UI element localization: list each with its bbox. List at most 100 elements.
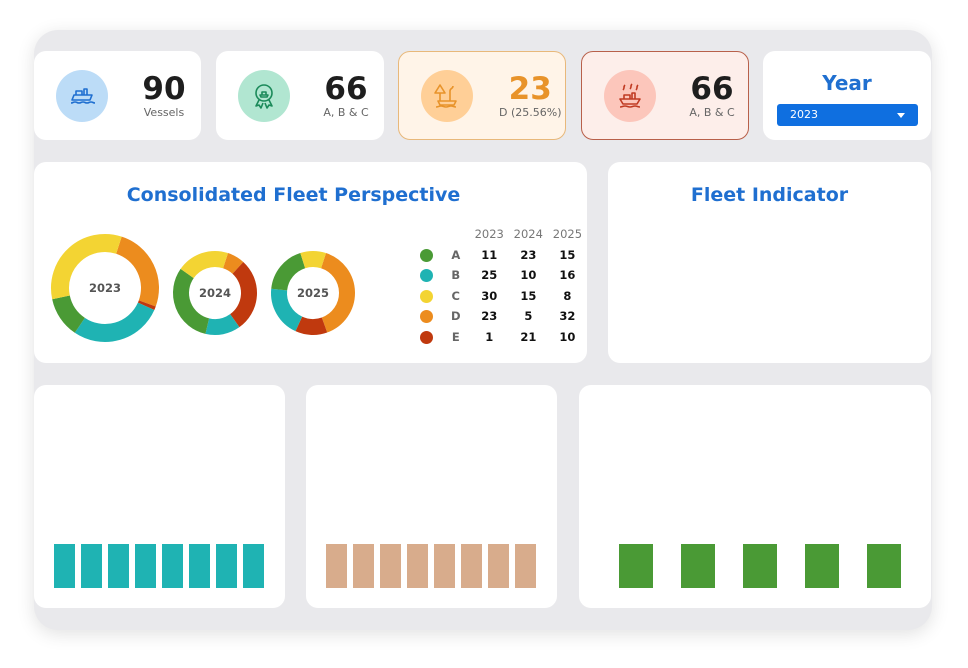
legend-dot-D: [420, 310, 434, 324]
donut-2025-segment-B[interactable]: [271, 288, 303, 332]
cell-value: 23: [481, 309, 498, 324]
fleet-indicator-card: Fleet Indicator: [608, 162, 931, 363]
cell-value: 10: [559, 329, 576, 344]
cell-value: 32: [559, 309, 576, 324]
cell-value: 16: [559, 268, 576, 283]
bar-2[interactable]: [353, 544, 374, 588]
award-ship-icon: [255, 83, 273, 109]
legend-dot-E: [420, 330, 434, 344]
bar-3[interactable]: [380, 544, 401, 588]
bar-4[interactable]: [407, 544, 428, 588]
donut-2023-segment-C[interactable]: [51, 234, 122, 300]
legend-dot-C: [420, 289, 434, 303]
kpi-vessels: 90 Vessels: [34, 51, 201, 140]
donut-2025-segment-E[interactable]: [295, 316, 328, 335]
table-row: E 1 21 10: [412, 327, 587, 348]
year-title: Year: [822, 71, 872, 95]
bar-6[interactable]: [189, 544, 210, 588]
donut-2025-segment-A[interactable]: [271, 252, 306, 291]
table-row: A 11 23 15: [412, 245, 587, 266]
category-label: C: [451, 288, 460, 303]
bar-chart-1: [34, 385, 285, 608]
kpi-value: 66: [324, 71, 368, 107]
table-row: D 23 5 32: [412, 306, 587, 327]
bar-5[interactable]: [867, 544, 901, 588]
donut-2024-segment-A[interactable]: [173, 268, 210, 334]
bar-6[interactable]: [461, 544, 482, 588]
donut-2023-segment-E[interactable]: [137, 300, 156, 310]
kpi-value: 90: [142, 71, 186, 107]
cell-value: 21: [520, 329, 537, 344]
col-2023: 2023: [474, 227, 504, 242]
cell-value: 25: [481, 268, 498, 283]
cell-value: 15: [520, 288, 537, 303]
bar-7[interactable]: [216, 544, 237, 588]
bar-2[interactable]: [81, 544, 102, 588]
fleet-indicator-title: Fleet Indicator: [690, 184, 849, 206]
warning-ship-badge: [421, 69, 473, 122]
donut-2024-segment-D[interactable]: [222, 253, 244, 275]
bar-7[interactable]: [488, 544, 509, 588]
kpi-value: 23: [508, 71, 552, 107]
bar-3[interactable]: [743, 544, 777, 588]
chevron-down-icon: [897, 113, 905, 122]
ship-icon: [70, 87, 96, 104]
cell-value: 15: [559, 247, 576, 262]
fleet-table: 2023 2024 2025 A 11 23 15 B 25 10 16 C 30 15 8 D 23 5 32 E…: [412, 224, 587, 347]
col-2024: 2024: [513, 227, 543, 242]
bar-2[interactable]: [681, 544, 715, 588]
category-label: D: [450, 309, 461, 324]
cell-value: 23: [520, 247, 537, 262]
bar-5[interactable]: [162, 544, 183, 588]
donut-label-2025: 2025: [297, 286, 329, 300]
table-row: C 30 15 8: [412, 286, 587, 307]
col-2025: 2025: [552, 227, 583, 242]
donut-2025-segment-D[interactable]: [320, 253, 355, 333]
emission-ship-icon: [619, 82, 641, 108]
kpi-label: A, B & C: [323, 106, 369, 119]
donut-2025-segment-C[interactable]: [300, 251, 326, 269]
bar-4[interactable]: [135, 544, 156, 588]
bar-1[interactable]: [54, 544, 75, 588]
donut-2024-segment-E[interactable]: [229, 261, 257, 328]
cell-value: 5: [524, 309, 533, 324]
year-select[interactable]: 2023: [777, 104, 918, 126]
category-label: A: [451, 247, 461, 262]
kpi-value: 66: [690, 71, 734, 107]
bar-4[interactable]: [805, 544, 839, 588]
donut-charts: 2023 2024 2025: [51, 234, 355, 342]
kpi-d: 23 D (25.56%): [398, 51, 566, 140]
bar-8[interactable]: [243, 544, 264, 588]
table-row: B 25 10 16: [412, 265, 587, 286]
legend-dot-B: [420, 269, 434, 283]
donut-2023-segment-D[interactable]: [115, 236, 159, 307]
kpi-abc: 66 A, B & C: [216, 51, 384, 140]
category-label: B: [451, 268, 461, 283]
donut-2023-segment-A[interactable]: [52, 295, 86, 333]
donut-label-2023: 2023: [89, 281, 121, 295]
cell-value: 30: [481, 288, 498, 303]
kpi-label: D (25.56%): [499, 106, 562, 119]
year-filter: Year 2023: [763, 51, 931, 140]
bar-3[interactable]: [108, 544, 129, 588]
donut-2024-segment-C[interactable]: [180, 251, 228, 279]
year-selected: 2023: [790, 108, 818, 121]
bar-chart-2: [306, 385, 557, 608]
kpi-label: Vessels: [143, 106, 185, 119]
kpi-emission: 66 A, B & C: [581, 51, 749, 140]
bar-chart-3: [579, 385, 931, 608]
bar-1[interactable]: [619, 544, 653, 588]
bar-8[interactable]: [515, 544, 536, 588]
cell-value: 10: [520, 268, 537, 283]
legend-dot-A: [420, 248, 434, 262]
warning-ship-icon: [434, 83, 457, 108]
cell-value: 8: [563, 288, 572, 303]
kpi-label: A, B & C: [689, 106, 735, 119]
cell-value: 1: [485, 329, 494, 344]
donut-label-2024: 2024: [199, 286, 231, 300]
bar-1[interactable]: [326, 544, 347, 588]
donut-2024-segment-B[interactable]: [205, 313, 240, 335]
ship-badge: [56, 69, 108, 122]
bar-5[interactable]: [434, 544, 455, 588]
donut-2023-segment-B[interactable]: [74, 302, 155, 342]
